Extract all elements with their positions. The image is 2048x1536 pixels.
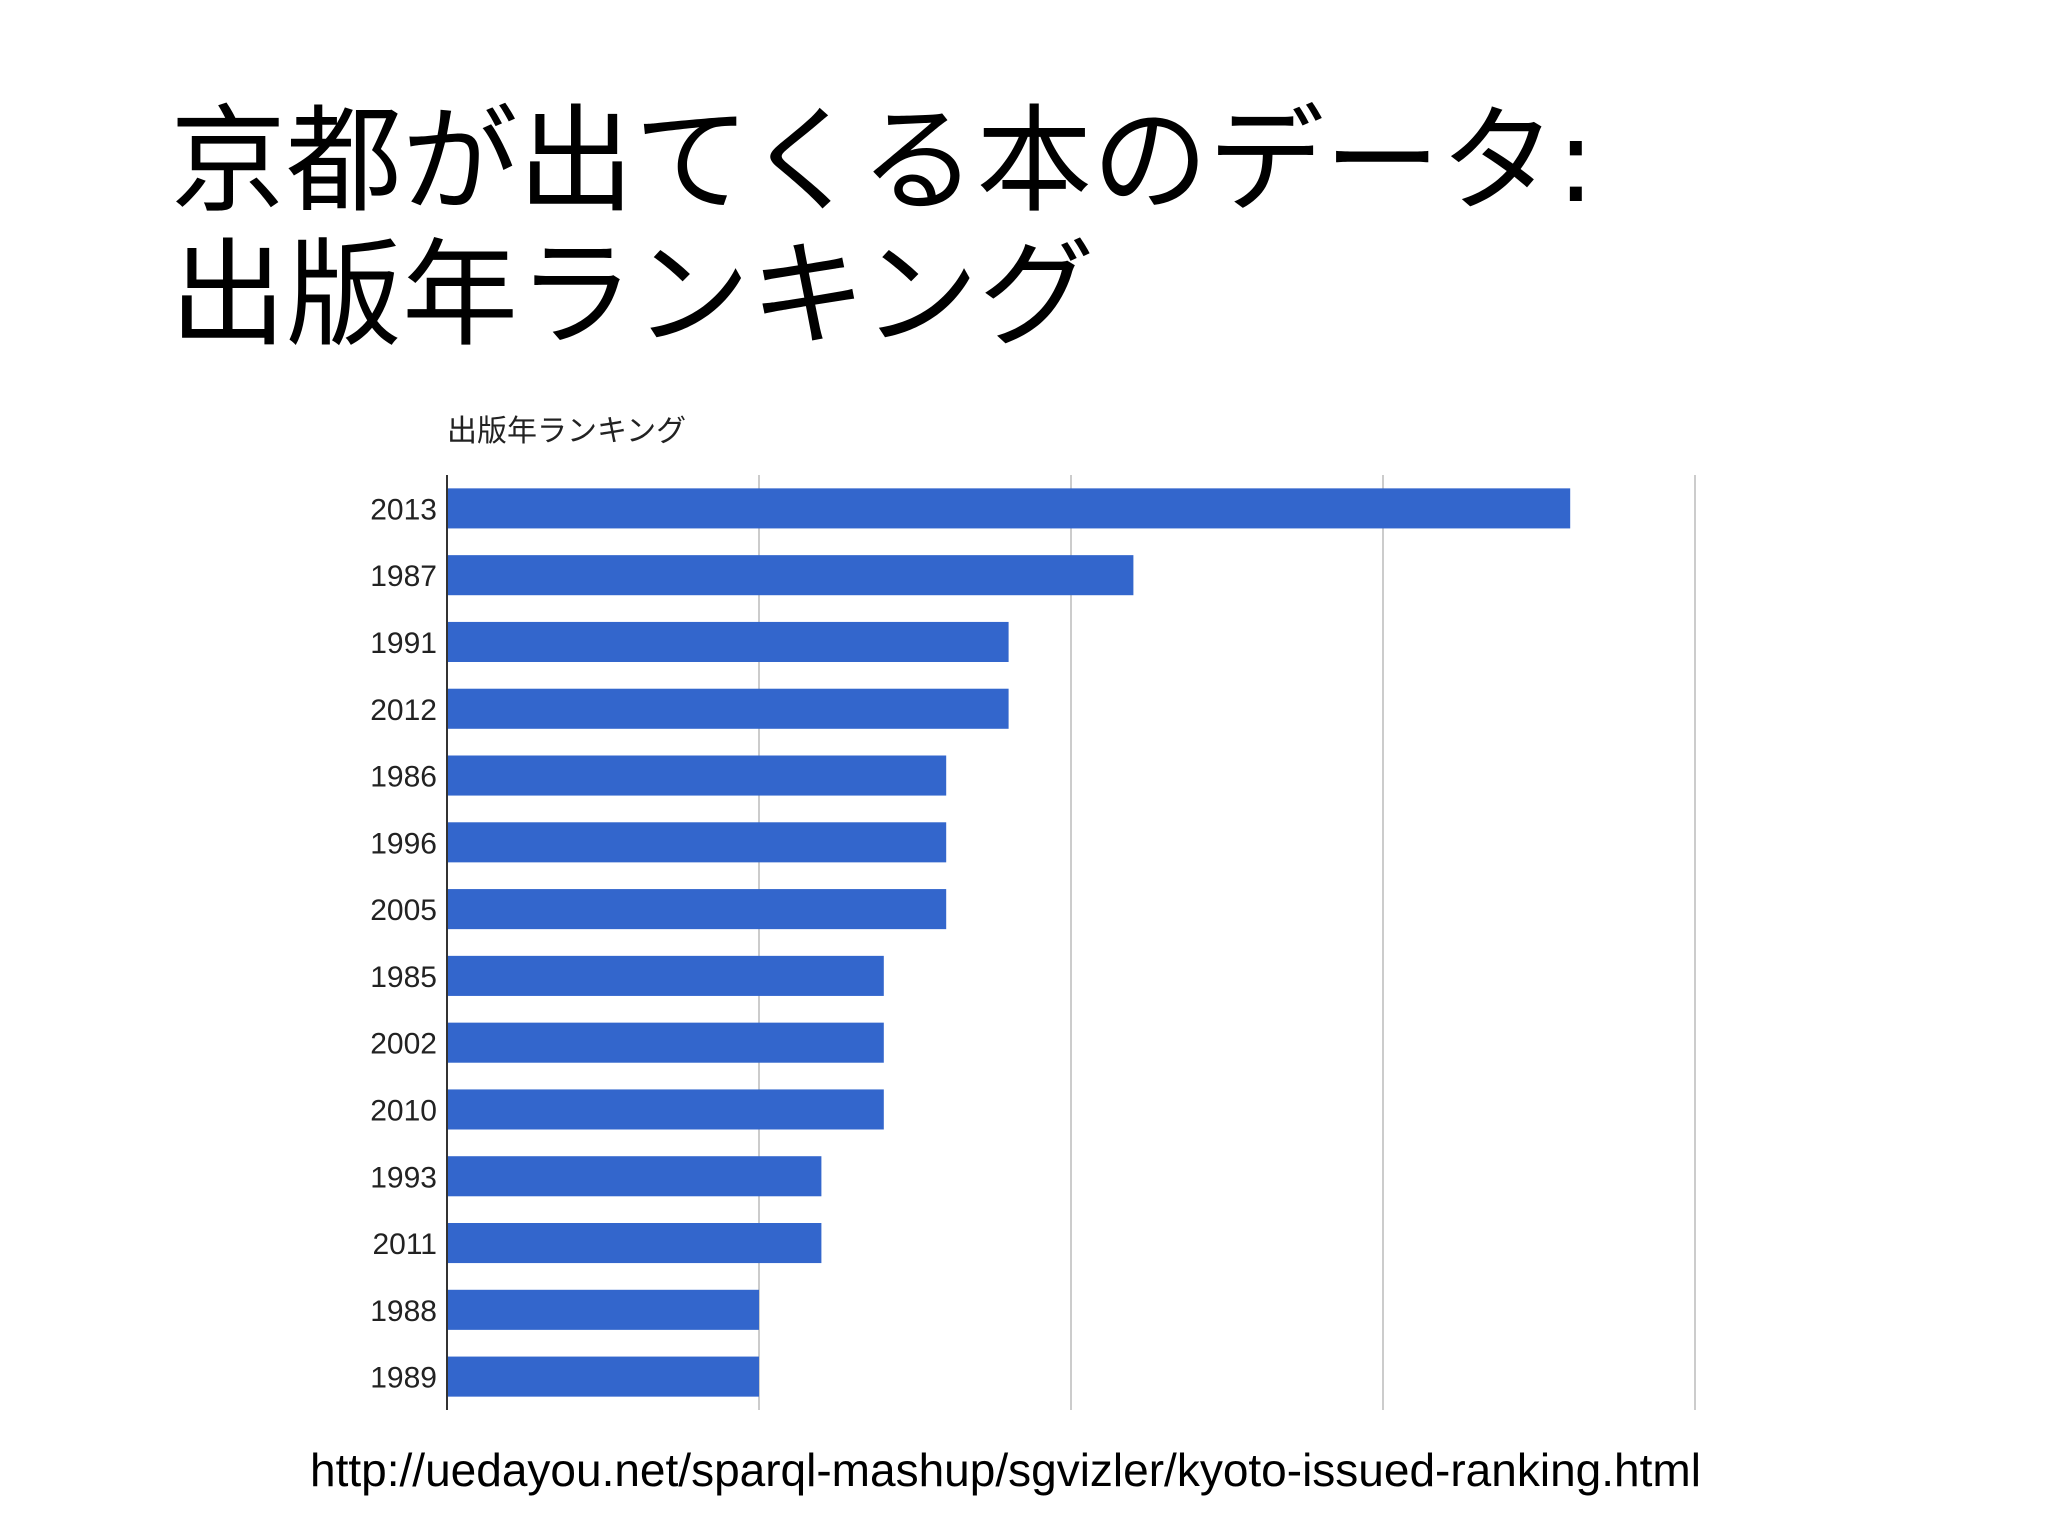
category-label-1996: 1996 — [370, 827, 437, 860]
category-label-1993: 1993 — [370, 1161, 437, 1194]
category-label-1988: 1988 — [370, 1295, 437, 1328]
category-label-1989: 1989 — [370, 1362, 437, 1395]
category-label-2005: 2005 — [370, 894, 437, 927]
category-label-2011: 2011 — [372, 1228, 437, 1261]
bar-2002[interactable] — [448, 1022, 884, 1063]
bar-1991[interactable] — [448, 621, 1009, 662]
category-label-2012: 2012 — [370, 694, 437, 727]
bar-1985[interactable] — [448, 955, 884, 996]
category-label-2010: 2010 — [370, 1094, 437, 1127]
category-label-1986: 1986 — [370, 761, 437, 794]
slide-title-line-1: 京都が出てくる本のデータ: — [170, 94, 1596, 229]
category-label-1991: 1991 — [370, 627, 437, 660]
slide-title: 京都が出てくる本のデータ: 出版年ランキング — [170, 95, 1595, 363]
category-label-2013: 2013 — [370, 493, 437, 526]
chart-title: 出版年ランキング — [447, 414, 686, 449]
bar-2012[interactable] — [448, 688, 1009, 729]
bar-2010[interactable] — [448, 1089, 884, 1130]
category-label-1987: 1987 — [370, 560, 437, 593]
bar-2013[interactable] — [448, 488, 1571, 529]
gridlines — [758, 475, 1696, 1410]
category-label-2002: 2002 — [370, 1028, 437, 1061]
category-label-1985: 1985 — [370, 961, 437, 994]
bar-2011[interactable] — [448, 1223, 822, 1264]
bar-2005[interactable] — [448, 889, 947, 930]
bar-1989[interactable] — [448, 1356, 759, 1397]
bar-1988[interactable] — [448, 1289, 759, 1330]
slide-title-line-2: 出版年ランキング — [170, 228, 1095, 363]
category-labels: 2013 1987 1991 2012 1986 1996 2005 1985 2002 2010… — [370, 493, 437, 1394]
bar-1986[interactable] — [448, 755, 947, 796]
bars — [448, 488, 1571, 1397]
bar-1993[interactable] — [448, 1156, 822, 1197]
source-url[interactable]: http://uedayou.net/sparql-mashup/sgvizle… — [310, 1444, 1701, 1496]
bar-1996[interactable] — [448, 822, 947, 863]
bar-1987[interactable] — [448, 555, 1134, 596]
